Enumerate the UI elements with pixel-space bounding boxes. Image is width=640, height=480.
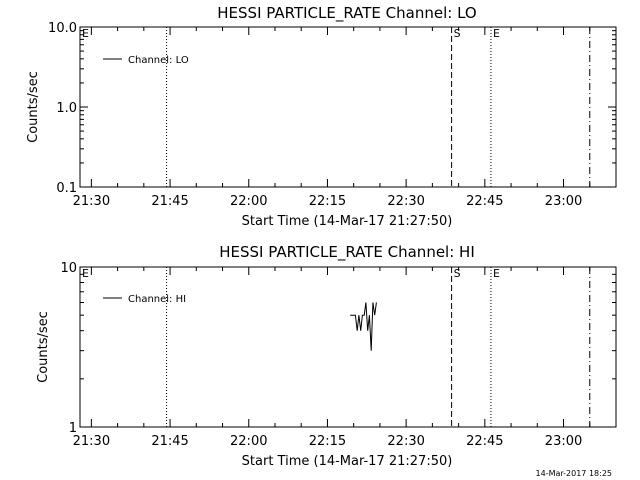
y-tick-label: 10.0: [48, 21, 77, 36]
x-tick-label: 21:30: [73, 434, 110, 449]
event-marker-label: E: [82, 267, 89, 280]
chart-title-hi: HESSI PARTICLE_RATE Channel: HI: [219, 243, 475, 262]
x-tick-label: 21:30: [73, 194, 110, 209]
event-marker-label: E: [493, 267, 500, 280]
y-tick-label: 10: [60, 261, 77, 276]
x-tick-label: 22:45: [466, 194, 503, 209]
legend-lo: Channel: LO: [103, 55, 189, 66]
y-axis-label-lo: Counts/sec: [26, 71, 41, 143]
x-tick-label: 22:30: [387, 194, 424, 209]
x-tick-label: 22:15: [309, 434, 346, 449]
y-tick-label: 1: [69, 421, 77, 436]
x-tick-label: 22:00: [230, 194, 267, 209]
chart-marks-hi: 21:30 21:45 22:00 22:15 22:30 22:45 23:00 10 1 E S…: [60, 261, 617, 449]
chart-title-lo: HESSI PARTICLE_RATE Channel: LO: [217, 4, 476, 23]
y-axis-label-hi: Counts/sec: [36, 311, 51, 383]
x-axis-label-hi: Start Time (14-Mar-17 21:27:50): [242, 454, 453, 469]
timestamp-stamp: 14-Mar-2017 18:25: [536, 469, 613, 478]
legend-label-lo: Channel: LO: [128, 55, 189, 66]
x-tick-label: 22:00: [230, 434, 267, 449]
plot-frame-hi: [79, 266, 617, 428]
x-tick-label: 21:45: [151, 194, 188, 209]
chart-marks-lo: 21:30 21:45 22:00 22:15 22:30 22:45 23:00 10.0 1…: [48, 21, 617, 209]
event-marker-label: E: [493, 27, 500, 40]
legend-label-hi: Channel: HI: [128, 294, 186, 305]
series-line-hi: [350, 302, 377, 351]
chart-panel-lo: HESSI PARTICLE_RATE Channel: LO Counts/s…: [26, 4, 617, 229]
event-marker-label: S: [454, 27, 461, 40]
x-tick-label: 23:00: [545, 194, 582, 209]
x-tick-label: 21:45: [151, 434, 188, 449]
legend-hi: Channel: HI: [103, 294, 186, 305]
x-tick-label: 22:15: [309, 194, 346, 209]
x-axis-label-lo: Start Time (14-Mar-17 21:27:50): [242, 214, 453, 229]
x-tick-label: 23:00: [545, 434, 582, 449]
y-tick-label: 1.0: [56, 101, 77, 116]
x-tick-label: 22:45: [466, 434, 503, 449]
event-marker-label: E: [82, 27, 89, 40]
y-tick-label: 0.1: [56, 181, 77, 196]
x-tick-label: 22:30: [387, 434, 424, 449]
event-marker-label: S: [454, 267, 461, 280]
chart-panel-hi: HESSI PARTICLE_RATE Channel: HI Counts/s…: [36, 243, 617, 469]
